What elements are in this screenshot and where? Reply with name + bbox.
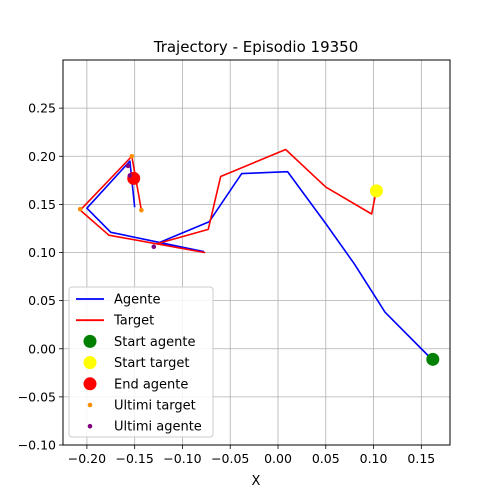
series-target-line [79,148,378,254]
y-tick-label: 0.10 [28,245,56,260]
y-tick-label: 0.00 [28,341,56,356]
legend-swatch-start-agente [83,334,97,348]
x-tick-label: 0.10 [360,451,388,466]
marker-ultimi-agente [125,163,131,169]
legend-label-start-target: Start target [114,356,189,371]
y-tick-label: 0.05 [28,293,56,308]
legend-swatch-ultimi-target [87,402,93,408]
legend-swatch-end-agente [83,377,97,391]
legend-label-ultimi-target: Ultimi target [114,399,196,414]
x-tick-label: −0.10 [163,451,201,466]
marker-ultimi-target [139,207,144,213]
legend-label-end-agente: End agente [114,377,188,392]
marker-layer [77,153,440,366]
series-layer [79,148,432,359]
x-tick-label: −0.05 [211,451,249,466]
chart-title: Trajectory - Episodio 19350 [153,38,359,56]
x-tick-label: 0.05 [312,451,340,466]
marker-ultimi-agente [127,173,133,178]
marker-start-agente [426,352,440,366]
legend-label-target: Target [113,314,154,329]
y-tick-label: 0.15 [28,197,56,212]
x-tick-label: 0.15 [407,451,435,466]
series-agente-line [86,160,432,359]
legend-label-agente: Agente [114,293,160,308]
marker-ultimi-agente [151,244,157,250]
legend-swatch-ultimi-agente [87,423,93,429]
y-tick-label: 0.20 [28,149,56,164]
ticks: −0.20 −0.15 −0.10 −0.05 0.00 0.05 0.10 0.15 −0.1… [18,101,436,466]
y-tick-label: 0.25 [28,101,56,116]
x-tick-label: −0.15 [116,451,154,466]
legend-label-ultimi-agente: Ultimi agente [114,420,202,435]
legend-label-start-agente: Start agente [114,335,195,350]
legend: Agente Target Start agente Start target End … [68,286,214,438]
marker-ultimi-target [77,206,83,212]
y-tick-label: −0.05 [18,389,56,404]
x-axis-label: X [252,474,261,489]
legend-swatch-start-target [83,356,97,370]
marker-start-target [369,184,383,198]
legend-box [68,286,214,438]
marker-ultimi-target [129,153,135,159]
x-tick-label: −0.20 [68,451,106,466]
x-tick-label: 0.00 [264,451,292,466]
y-tick-label: −0.10 [18,438,56,453]
